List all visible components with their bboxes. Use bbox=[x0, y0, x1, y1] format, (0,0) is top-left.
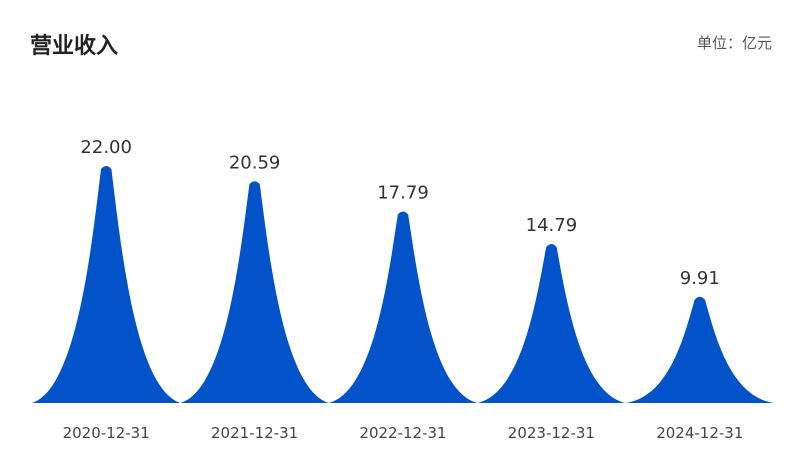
value-label: 17.79 bbox=[377, 183, 429, 204]
x-tick-label: 2022-12-31 bbox=[359, 424, 446, 442]
x-tick-label: 2021-12-31 bbox=[211, 424, 298, 442]
x-tick-label: 2023-12-31 bbox=[508, 424, 595, 442]
bar-2022-12-31 bbox=[328, 211, 478, 403]
value-label: 9.91 bbox=[680, 268, 720, 289]
bar-2021-12-31 bbox=[180, 181, 329, 403]
value-label: 14.79 bbox=[526, 215, 578, 236]
x-tick-label: 2024-12-31 bbox=[656, 424, 743, 442]
x-tick-label: 2020-12-31 bbox=[63, 424, 150, 442]
bar-2024-12-31 bbox=[625, 296, 774, 403]
unit-label: 单位：亿元 bbox=[696, 34, 772, 52]
value-label: 20.59 bbox=[229, 152, 281, 173]
chart-title: 营业收入 bbox=[30, 34, 119, 59]
bar-2020-12-31 bbox=[32, 166, 181, 403]
bar-2023-12-31 bbox=[477, 243, 626, 403]
value-label: 22.00 bbox=[80, 137, 132, 158]
